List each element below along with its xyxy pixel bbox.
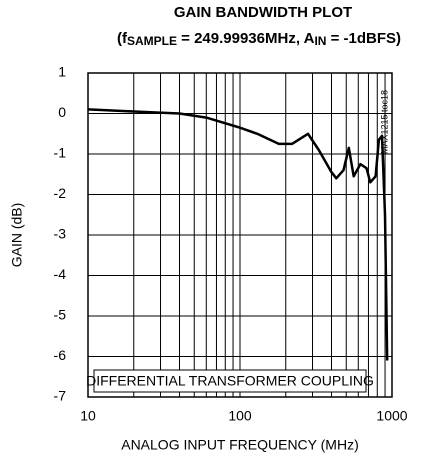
subtitle-part: = 249.99936MHz, A [177,30,315,47]
y-tick-label: -6 [54,347,67,363]
y-tick-label: -4 [54,266,67,282]
x-tick-label: 1000 [376,408,407,424]
y-tick-label: -7 [54,388,67,404]
x-axis-label: ANALOG INPUT FREQUENCY (MHz) [121,437,359,453]
chart-subtitle: (fSAMPLE = 249.99936MHz, AIN = -1dBFS) [117,30,401,48]
subtitle-sub: SAMPLE [127,34,177,48]
y-tick-label: -1 [54,145,67,161]
chart-title: GAIN BANDWIDTH PLOT [174,4,352,21]
subtitle-part: (f [117,30,128,47]
subtitle-sub: IN [314,34,326,48]
data-line [87,108,389,361]
x-tick-label: 10 [80,408,96,424]
annotation: DIFFERENTIAL TRANSFORMER COUPLING [86,373,374,389]
y-tick-label: -3 [54,226,67,242]
subtitle-part: = -1dBFS) [326,30,401,47]
x-tick-label: 100 [228,408,252,424]
y-tick-label: -2 [54,185,67,201]
y-tick-label: 0 [58,104,66,120]
y-axis-label: GAIN (dB) [9,203,25,268]
plot-frame [87,72,393,398]
y-tick-label: 1 [58,64,66,80]
side-note: MAX1215 toc18 [379,90,389,154]
y-tick-label: -5 [54,307,67,323]
annotation-box [93,369,367,393]
